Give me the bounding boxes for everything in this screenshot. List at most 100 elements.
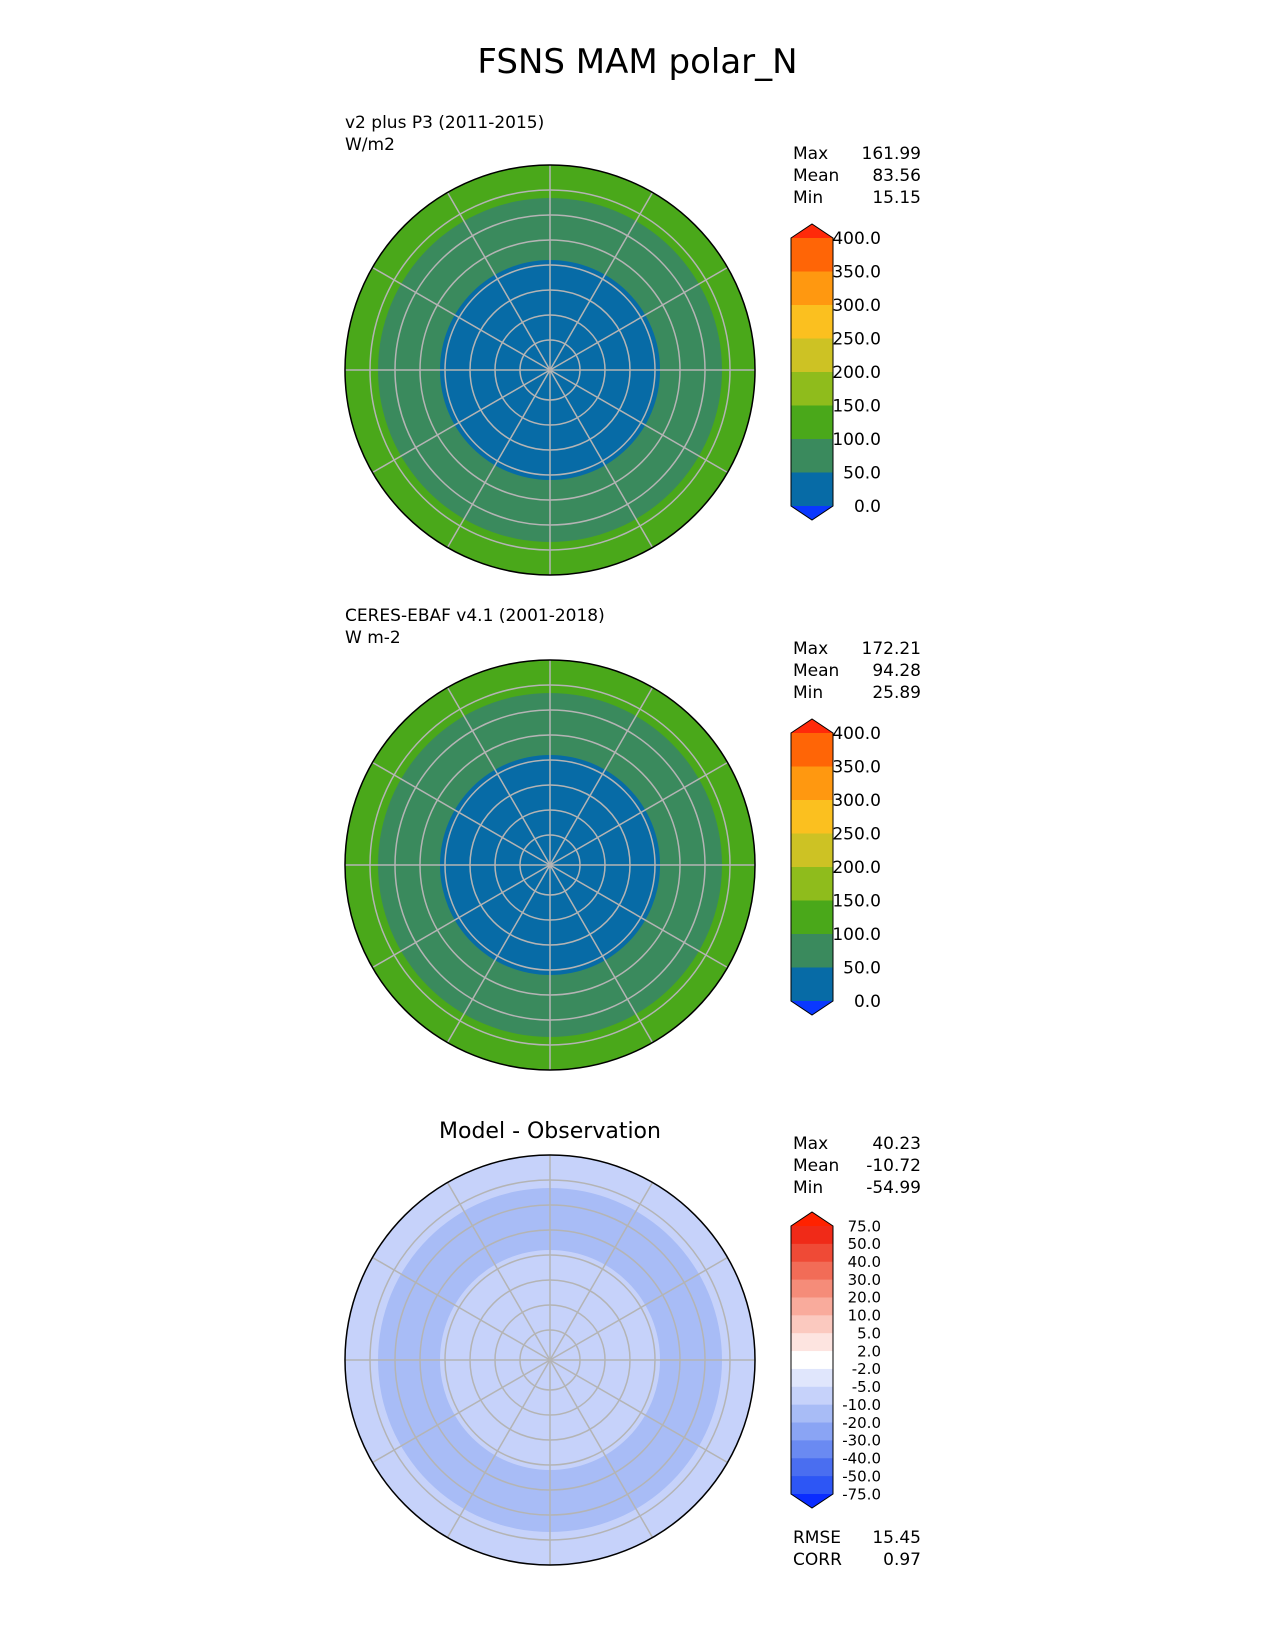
panel3-metrics: RMSE 15.45 CORR 0.97 [793,1527,921,1571]
metric-corr: CORR 0.97 [793,1550,921,1570]
colorbar-tick-label: 300.0 [832,296,881,316]
colorbar-box [791,1386,833,1406]
colorbar-tick-label: -75.0 [842,1485,881,1503]
colorbar-box [791,1279,833,1298]
colorbar-tick-label: 400.0 [832,229,881,249]
colorbar-tick-label: -40.0 [842,1450,881,1468]
meridian-line [372,1359,551,1464]
colorbar-tick-label: 0.0 [854,992,881,1012]
colorbar-box [791,800,833,834]
colorbar-tick-label: 2.0 [857,1342,881,1360]
colorbar-box [791,967,833,1002]
colorbar-tick-label: 50.0 [843,958,881,978]
colorbar-tick-label: -30.0 [842,1432,881,1450]
colorbar-tick-label: -10.0 [842,1396,881,1414]
stat-mean: Mean -10.72 [793,1156,921,1176]
colorbar-tick-label: -20.0 [842,1414,881,1432]
colorbar-extend-min [791,1494,833,1508]
stat-min: Min -54.99 [793,1178,921,1198]
stat-mean: Mean 94.28 [793,661,921,681]
colorbar-extend-min [791,506,833,520]
map-boundary [344,164,756,576]
colorbar-box [791,1440,833,1459]
colorbar-box [791,766,833,801]
colorbar-box [791,1333,833,1352]
panel1-stats: Max 161.99 Mean 83.56 Min 15.15 [793,143,921,209]
meridian-line [446,1182,551,1361]
colorbar-outline [790,1211,834,1509]
colorbar-tick-label: 50.0 [843,463,881,483]
colorbar-tick-label: 20.0 [848,1289,881,1307]
meridian-line [372,761,551,866]
panel2-stats: Max 172.21 Mean 94.28 Min 25.89 [793,638,921,704]
meridian-line [549,864,654,1043]
colorbar-box [791,372,833,406]
meridian-line [446,687,551,866]
colorbar-box [791,733,833,767]
stat-max: Max 172.21 [793,639,921,659]
map-boundary [344,659,756,1071]
colorbar-box [791,1297,833,1316]
colorbar-tick-label: -5.0 [852,1378,881,1396]
meridian-line [549,1256,728,1361]
colorbar-box [791,1458,833,1477]
colorbar-box [791,1243,833,1263]
colorbar-tick-label: 0.0 [854,497,881,517]
colorbar-extend-max [791,719,833,733]
meridian-line [446,369,551,548]
colorbar-box [791,934,833,968]
meridian-line [446,192,551,371]
panel1-colorbar: 0.0 50.0 100.0 150.0 200.0 250.0 300.0 350.0 400… [790,223,881,521]
panel3-polar-map [344,1154,756,1566]
colorbar-box [791,867,833,901]
colorbar-tick-label: 350.0 [832,757,881,777]
meridian-line [549,192,654,371]
panel1-units: W/m2 [345,135,395,155]
colorbar-outline [790,718,834,1016]
panel2-title: CERES-EBAF v4.1 (2001-2018) [345,606,605,626]
meridian-line [549,369,728,474]
meridian-line [549,687,654,866]
colorbar-tick-label: 150.0 [832,396,881,416]
panel1-polar-map [344,164,756,576]
colorbar-box [791,271,833,306]
colorbar-tick-label: 100.0 [832,925,881,945]
stat-max: Max 40.23 [793,1134,921,1154]
colorbar-box [791,1404,833,1424]
colorbar-tick-label: 300.0 [832,791,881,811]
metric-rmse: RMSE 15.45 [793,1528,921,1548]
meridian-line [446,864,551,1043]
meridian-line [372,864,551,969]
colorbar-tick-label: 350.0 [832,262,881,282]
colorbar-tick-label: 50.0 [848,1235,881,1253]
panel3-stats: Max 40.23 Mean -10.72 Min -54.99 [793,1133,921,1199]
colorbar-box [791,1368,833,1388]
stat-mean: Mean 83.56 [793,166,921,186]
stat-min: Min 15.15 [793,188,921,208]
colorbar-box [791,305,833,339]
map-boundary [344,1154,756,1566]
meridian-line [549,1359,654,1538]
colorbar-tick-label: 400.0 [832,724,881,744]
stat-min: Min 25.89 [793,683,921,703]
meridian-line [372,1256,551,1361]
colorbar-tick-label: 250.0 [832,329,881,349]
colorbar-tick-label: -2.0 [852,1360,881,1378]
colorbar-tick-label: 100.0 [832,430,881,450]
meridian-line [372,266,551,371]
colorbar-tick-label: 40.0 [848,1253,881,1271]
colorbar-extend-max [791,224,833,238]
meridian-line [549,761,728,866]
colorbar-tick-label: 10.0 [848,1307,881,1325]
panel3-colorbar: -75.0-50.0-40.0-30.0-20.0-10.0-5.0-2.02.… [790,1211,881,1509]
colorbar-box [791,472,833,507]
diff-title: Model - Observation [439,1119,661,1144]
colorbar-box [791,1351,833,1370]
colorbar-extend-max [791,1212,833,1226]
meridian-line [372,369,551,474]
colorbar-tick-label: 30.0 [848,1271,881,1289]
colorbar-tick-label: 5.0 [857,1324,881,1342]
colorbar-box [791,405,833,440]
meridian-line [549,1359,728,1464]
meridian-line [549,1182,654,1361]
